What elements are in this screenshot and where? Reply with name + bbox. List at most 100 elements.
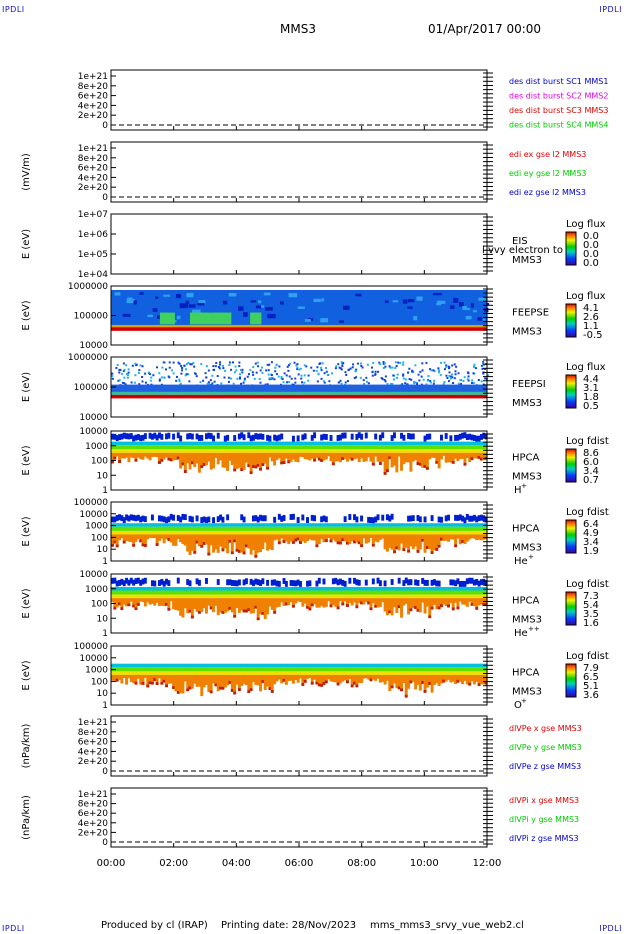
- panel-frame: [110, 69, 488, 131]
- heatmap-cell: [315, 674, 319, 682]
- heatmap-cell: [202, 445, 206, 450]
- heatmap-cell: [282, 461, 286, 464]
- heatmap-cell: [268, 441, 272, 446]
- heatmap-cell: [132, 604, 136, 608]
- heatmap-cell: [296, 594, 300, 599]
- footer-produced: Produced by cl (IRAP): [101, 920, 208, 931]
- heatmap-cell: [449, 530, 453, 535]
- heatmap-cell: [320, 452, 324, 459]
- heatmap-cell: [470, 449, 474, 453]
- heatmap-cell: [202, 379, 205, 382]
- heatmap-cell: [165, 671, 168, 675]
- heatmap-cell: [350, 534, 354, 542]
- heatmap-cell: [120, 452, 124, 459]
- heatmap-cell: [456, 434, 460, 441]
- heatmap-cell: [388, 365, 391, 368]
- heatmap-cell: [402, 590, 406, 595]
- heatmap-cell: [160, 445, 164, 450]
- colorbar-label: 7.9: [583, 663, 599, 674]
- heatmap-cell: [371, 594, 375, 599]
- heatmap-cell: [179, 435, 183, 442]
- heatmap-cell: [348, 452, 352, 460]
- heatmap-cell: [308, 667, 312, 672]
- heatmap-cell: [299, 590, 302, 595]
- heatmap-cell: [343, 530, 347, 535]
- heatmap-cell: [479, 445, 483, 450]
- heatmap-cell: [479, 514, 483, 521]
- heatmap-cell: [282, 449, 286, 453]
- heatmap-cell: [266, 363, 269, 366]
- heatmap-cell: [165, 433, 168, 440]
- heatmap-cell: [212, 530, 215, 535]
- heatmap-cell: [315, 369, 318, 372]
- colorbar-title: Log flux: [566, 362, 606, 373]
- heatmap-cell: [202, 594, 206, 599]
- heatmap-cell: [174, 441, 178, 446]
- heatmap-cell: [181, 598, 185, 618]
- heatmap-cell: [256, 526, 260, 531]
- heatmap-cell: [355, 663, 359, 668]
- colorbar-label: 3.5: [583, 609, 599, 620]
- heatmap-cell: [400, 594, 403, 599]
- heatmap-cell: [299, 671, 302, 675]
- corner-mark-tl: IPDLI: [2, 5, 25, 14]
- heatmap-cell: [371, 366, 374, 369]
- heatmap-cell: [254, 534, 258, 555]
- heatmap-cell: [258, 377, 261, 380]
- heatmap-cell: [148, 663, 152, 668]
- heatmap-cell: [458, 523, 462, 527]
- heatmap-cell: [169, 663, 173, 668]
- heatmap-cell: [374, 530, 378, 535]
- heatmap-cell: [158, 530, 161, 535]
- heatmap-cell: [313, 298, 321, 303]
- heatmap-cell: [212, 534, 215, 553]
- heatmap-cell: [205, 523, 208, 527]
- heatmap-cell: [270, 534, 274, 550]
- heatmap-cell: [310, 526, 314, 531]
- heatmap-cell: [483, 363, 486, 366]
- heatmap-cell: [397, 530, 401, 535]
- heatmap-cell: [176, 293, 182, 299]
- heatmap-cell: [148, 449, 152, 453]
- heatmap-cell: [223, 445, 227, 450]
- heatmap-cell: [402, 526, 406, 531]
- heatmap-cell: [303, 671, 307, 675]
- heatmap-cell: [235, 548, 239, 552]
- heatmap-cell: [280, 590, 284, 595]
- heatmap-cell: [421, 663, 425, 668]
- heatmap-cell: [155, 523, 159, 527]
- heatmap-cell: [239, 369, 242, 372]
- heatmap-cell: [139, 667, 143, 672]
- heatmap-cell: [407, 594, 411, 599]
- heatmap-cell: [320, 526, 324, 531]
- colorbar-label: 6.5: [583, 672, 599, 683]
- heatmap-cell: [393, 667, 396, 672]
- heatmap-cell: [443, 380, 446, 383]
- heatmap-cell: [416, 526, 420, 531]
- heatmap-cell: [324, 586, 328, 591]
- heatmap-cell: [353, 681, 356, 685]
- heatmap-cell: [323, 381, 326, 384]
- heatmap-cell: [205, 586, 208, 591]
- heatmap-cell: [336, 449, 340, 453]
- heatmap-cell: [390, 523, 394, 527]
- heatmap-cell: [294, 674, 298, 681]
- heatmap-cell: [150, 586, 154, 591]
- heatmap-cell: [172, 452, 176, 461]
- heatmap-cell: [280, 667, 284, 672]
- heatmap-cell: [354, 370, 357, 373]
- heatmap-cell: [313, 449, 317, 453]
- heatmap-cell: [315, 580, 319, 587]
- heatmap-cell: [143, 586, 147, 591]
- heatmap-cell: [427, 375, 430, 378]
- heatmap-cell: [371, 517, 375, 524]
- heatmap-cell: [259, 580, 262, 586]
- heatmap-cell: [350, 671, 354, 675]
- heatmap-cell: [308, 580, 312, 587]
- heatmap-cell: [169, 530, 173, 535]
- heatmap-cell: [294, 445, 298, 450]
- heatmap-cell: [202, 523, 206, 527]
- heatmap-cell: [331, 667, 335, 672]
- heatmap-cell: [289, 598, 293, 603]
- heatmap-cell: [343, 432, 347, 439]
